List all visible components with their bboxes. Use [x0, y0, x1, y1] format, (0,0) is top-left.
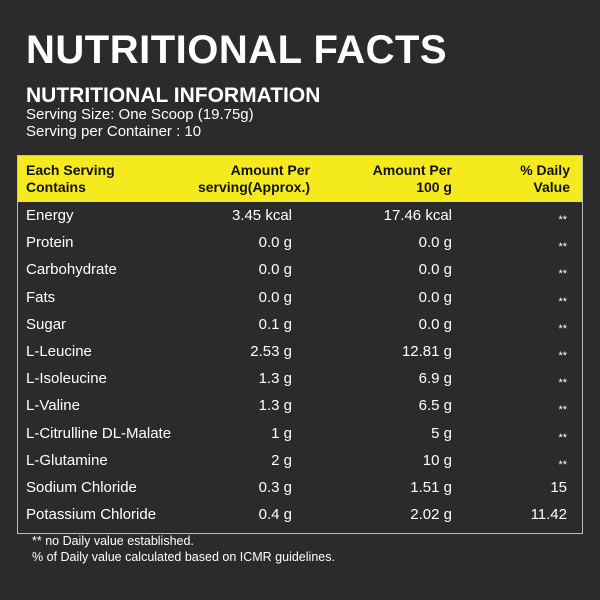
amount-per-serving: 0.1 g: [258, 315, 292, 333]
daily-value: **: [558, 404, 567, 417]
nutrient-name: Protein: [26, 234, 74, 252]
daily-value: **: [558, 349, 567, 362]
page-title: NUTRITIONAL FACTS: [26, 28, 448, 72]
daily-value: **: [558, 322, 567, 335]
amount-per-serving: 2.53 g: [250, 342, 292, 360]
amount-per-serving: 0.4 g: [258, 506, 292, 524]
column-header-daily-value: % Daily Value: [520, 162, 570, 195]
table-row: Sugar 0.1 g 0.0 g **: [18, 311, 582, 338]
amount-per-100g: 2.02 g: [410, 506, 452, 524]
nutrition-table: Each Serving Contains Amount Per serving(A…: [17, 155, 583, 534]
table-body: Energy 3.45 kcal 17.46 kcal ** Protein 0.0 g 0…: [18, 202, 582, 528]
daily-value: **: [558, 295, 567, 308]
table-row: Carbohydrate 0.0 g 0.0 g **: [18, 256, 582, 283]
table-row: Fats 0.0 g 0.0 g **: [18, 284, 582, 311]
table-row: Sodium Chloride 0.3 g 1.51 g 15: [18, 474, 582, 501]
amount-per-100g: 0.0 g: [418, 261, 452, 279]
table-header: Each Serving Contains Amount Per serving(A…: [18, 156, 582, 202]
daily-value: 15: [550, 478, 567, 496]
amount-per-serving: 1 g: [271, 424, 292, 442]
nutrient-name: L-Isoleucine: [26, 370, 107, 388]
amount-per-serving: 1.3 g: [258, 370, 292, 388]
servings-per-container: Serving per Container : 10: [26, 123, 202, 140]
daily-value: **: [558, 458, 567, 471]
column-header-contains: Each Serving Contains: [26, 162, 115, 195]
nutrient-name: Potassium Chloride: [26, 506, 157, 524]
daily-value: **: [558, 214, 567, 226]
nutrient-name: Fats: [26, 288, 56, 306]
amount-per-100g: 0.0 g: [418, 315, 452, 333]
footnote-no-dv: ** no Daily value established.: [32, 534, 194, 548]
amount-per-serving: 0.0 g: [258, 234, 292, 252]
amount-per-100g: 12.81 g: [401, 342, 452, 360]
table-row: L-Isoleucine 1.3 g 6.9 g **: [18, 365, 582, 392]
nutrient-name: Carbohydrate: [26, 261, 117, 279]
amount-per-serving: 3.45 kcal: [231, 207, 292, 224]
daily-value: **: [558, 241, 567, 254]
daily-value: 11.42: [530, 506, 567, 524]
nutrient-name: Sugar: [26, 315, 67, 333]
amount-per-serving: 0.3 g: [258, 478, 292, 496]
table-row: Energy 3.45 kcal 17.46 kcal **: [18, 202, 582, 229]
amount-per-100g: 6.9 g: [418, 370, 452, 388]
footnote-icmr: % of Daily value calculated based on ICM…: [32, 550, 335, 564]
amount-per-100g: 0.0 g: [418, 288, 452, 306]
table-row: L-Valine 1.3 g 6.5 g **: [18, 392, 582, 419]
amount-per-100g: 5 g: [431, 424, 452, 442]
amount-per-100g: 17.46 kcal: [383, 207, 452, 224]
nutrient-name: L-Glutamine: [26, 451, 108, 469]
column-header-per-serving: Amount Per serving(Approx.): [197, 162, 310, 195]
table-row: L-Citrulline DL-Malate 1 g 5 g **: [18, 420, 582, 447]
amount-per-serving: 1.3 g: [258, 397, 292, 415]
nutrient-name: Energy: [26, 207, 74, 224]
daily-value: **: [558, 377, 567, 390]
table-row: L-Leucine 2.53 g 12.81 g **: [18, 338, 582, 365]
amount-per-serving: 0.0 g: [258, 261, 292, 279]
amount-per-serving: 0.0 g: [258, 288, 292, 306]
serving-size: Serving Size: One Scoop (19.75g): [26, 106, 254, 123]
table-row: Potassium Chloride 0.4 g 2.02 g 11.42: [18, 501, 582, 528]
table-row: Protein 0.0 g 0.0 g **: [18, 229, 582, 256]
amount-per-100g: 10 g: [422, 451, 452, 469]
amount-per-100g: 6.5 g: [418, 397, 452, 415]
nutrient-name: L-Valine: [26, 397, 80, 415]
table-row: L-Glutamine 2 g 10 g **: [18, 447, 582, 474]
nutrient-name: L-Citrulline DL-Malate: [26, 424, 172, 442]
amount-per-100g: 0.0 g: [418, 234, 452, 252]
column-header-per-100g: Amount Per 100 g: [372, 162, 452, 195]
amount-per-100g: 1.51 g: [410, 478, 452, 496]
section-subtitle: NUTRITIONAL INFORMATION: [26, 84, 321, 107]
nutrient-name: Sodium Chloride: [26, 478, 137, 496]
amount-per-serving: 2 g: [271, 451, 292, 469]
daily-value: **: [558, 431, 567, 444]
nutrient-name: L-Leucine: [26, 342, 92, 360]
footnotes: ** no Daily value established. % of Dail…: [32, 533, 335, 565]
daily-value: **: [558, 268, 567, 281]
